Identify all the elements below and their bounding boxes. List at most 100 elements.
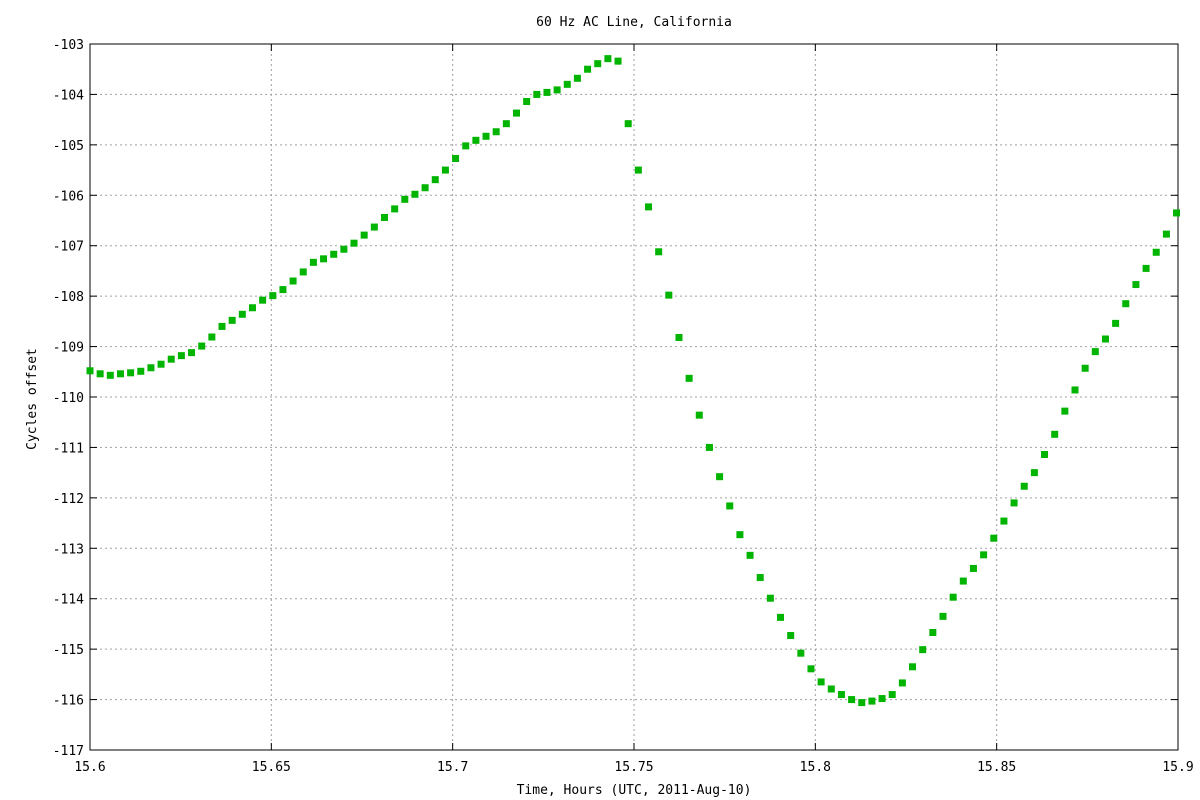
data-point xyxy=(909,663,917,671)
axis-ticks xyxy=(89,43,1179,751)
data-point xyxy=(888,691,896,699)
x-tick-label: 15.85 xyxy=(977,760,1016,775)
data-point xyxy=(573,74,581,82)
data-point xyxy=(259,296,267,304)
data-point xyxy=(1152,248,1160,256)
data-point xyxy=(878,695,886,703)
data-point xyxy=(502,120,510,128)
data-point xyxy=(228,316,236,324)
data-point xyxy=(523,97,531,105)
data-point xyxy=(188,349,196,357)
data-point xyxy=(726,502,734,510)
y-tick-label: -105 xyxy=(53,139,84,154)
data-point xyxy=(980,551,988,559)
data-point xyxy=(543,88,551,96)
x-tick-label: 15.75 xyxy=(614,760,653,775)
data-point xyxy=(127,369,135,377)
y-tick-label: -108 xyxy=(53,290,84,305)
data-point xyxy=(198,342,206,350)
x-tick-label: 15.7 xyxy=(437,760,468,775)
data-point xyxy=(898,679,906,687)
data-point xyxy=(746,551,754,559)
data-point xyxy=(208,333,216,341)
data-point xyxy=(858,699,866,707)
data-point xyxy=(309,258,317,266)
data-point xyxy=(137,367,145,375)
data-point xyxy=(1162,230,1170,238)
y-tick-label: -109 xyxy=(53,341,84,356)
data-point xyxy=(665,291,673,299)
data-point xyxy=(462,142,470,150)
data-point xyxy=(624,120,632,128)
data-point xyxy=(492,128,500,136)
data-point xyxy=(1010,499,1018,507)
data-point xyxy=(431,176,439,184)
data-point xyxy=(411,190,419,198)
data-point xyxy=(675,333,683,341)
data-point xyxy=(1041,450,1049,458)
x-axis-label: Time, Hours (UTC, 2011-Aug-10) xyxy=(517,783,752,798)
data-point xyxy=(736,531,744,539)
data-point xyxy=(949,593,957,601)
data-point xyxy=(1000,517,1008,525)
data-point xyxy=(350,239,358,247)
data-point xyxy=(797,649,805,657)
data-point xyxy=(177,352,185,360)
data-point xyxy=(441,166,449,174)
data-point xyxy=(157,360,165,368)
data-point xyxy=(634,166,642,174)
data-point xyxy=(756,574,764,582)
y-tick-label: -114 xyxy=(53,593,84,608)
data-point xyxy=(533,90,541,98)
data-series xyxy=(86,55,1181,707)
y-tick-label: -113 xyxy=(53,542,84,557)
data-point xyxy=(959,577,967,585)
data-point xyxy=(553,86,561,94)
data-point xyxy=(147,364,155,372)
data-point xyxy=(1091,348,1099,356)
data-point xyxy=(1142,264,1150,272)
data-point xyxy=(370,223,378,231)
grid-lines xyxy=(90,44,1178,750)
data-point xyxy=(766,594,774,602)
data-point xyxy=(1020,482,1028,490)
y-axis-tick-labels: -103 -104 -105 -106 -107 -108 -109 -110 -111 -112… xyxy=(53,38,84,759)
data-point xyxy=(868,697,876,705)
data-point xyxy=(929,629,937,637)
chart-title: 60 Hz AC Line, California xyxy=(536,15,732,30)
data-point xyxy=(299,268,307,276)
data-point xyxy=(787,632,795,640)
data-point xyxy=(96,370,104,378)
data-point xyxy=(391,205,399,213)
data-point xyxy=(248,304,256,312)
data-point xyxy=(472,136,480,144)
y-tick-label: -103 xyxy=(53,38,84,53)
x-tick-label: 15.65 xyxy=(252,760,291,775)
data-point xyxy=(401,195,409,203)
data-point xyxy=(837,691,845,699)
data-point xyxy=(167,355,175,363)
data-point xyxy=(269,292,277,300)
data-point xyxy=(330,250,338,258)
data-point xyxy=(655,248,663,256)
data-point xyxy=(1132,281,1140,289)
data-point xyxy=(614,57,622,65)
data-point xyxy=(969,564,977,572)
y-tick-label: -116 xyxy=(53,694,84,709)
data-point xyxy=(594,60,602,68)
y-tick-label: -106 xyxy=(53,189,84,204)
data-point xyxy=(1122,300,1130,308)
y-tick-label: -104 xyxy=(53,88,84,103)
data-point xyxy=(106,371,114,379)
x-tick-label: 15.6 xyxy=(74,760,105,775)
data-point xyxy=(512,109,520,117)
data-point xyxy=(380,213,388,221)
data-point xyxy=(1061,407,1069,415)
data-point xyxy=(807,665,815,673)
data-point xyxy=(279,286,287,294)
data-point xyxy=(1051,430,1059,438)
data-point xyxy=(1071,386,1079,394)
data-point xyxy=(685,374,693,382)
x-axis-tick-labels: 15.6 15.65 15.7 15.75 15.8 15.85 15.9 xyxy=(74,760,1193,775)
